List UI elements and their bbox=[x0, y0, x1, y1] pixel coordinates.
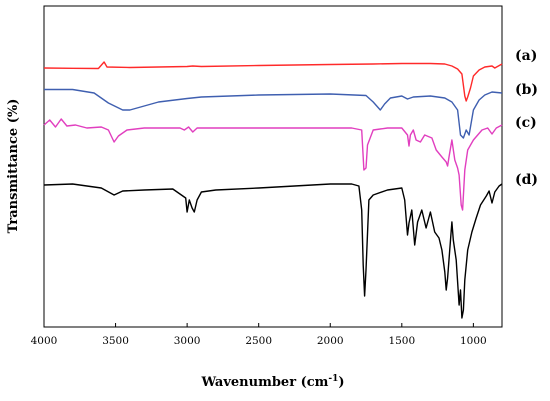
x-tick-label: 2000 bbox=[317, 335, 344, 347]
series-line-b bbox=[44, 88, 503, 139]
x-tick-label: 3000 bbox=[174, 335, 201, 347]
x-tick-label: 2500 bbox=[245, 335, 272, 347]
y-axis-title: Transmittance (%) bbox=[6, 99, 21, 234]
spectra-group bbox=[43, 61, 503, 319]
x-tick-label: 3500 bbox=[102, 335, 129, 347]
x-axis-ticks: 4000 3500 3000 2500 2000 1500 1000 bbox=[31, 323, 487, 347]
series-line-d bbox=[43, 183, 503, 319]
x-tick-label: 1000 bbox=[460, 335, 487, 347]
x-axis-title-suffix: ) bbox=[338, 375, 344, 390]
x-axis-title: Wavenumber (cm-1) bbox=[200, 374, 344, 390]
x-tick-label: 4000 bbox=[31, 335, 58, 347]
series-labels: (a) (b) (c) (d) bbox=[515, 48, 538, 188]
plot-area-frame bbox=[43, 5, 503, 328]
x-axis-title-text: Wavenumber (cm bbox=[200, 375, 328, 390]
series-label-d: (d) bbox=[515, 172, 538, 188]
series-label-a: (a) bbox=[515, 48, 537, 64]
series-line-a bbox=[43, 61, 503, 102]
series-label-b: (b) bbox=[515, 82, 538, 98]
series-line-c bbox=[43, 118, 503, 211]
series-label-c: (c) bbox=[515, 115, 537, 131]
x-axis-title-superscript: -1 bbox=[328, 374, 338, 384]
x-tick-label: 1500 bbox=[388, 335, 415, 347]
